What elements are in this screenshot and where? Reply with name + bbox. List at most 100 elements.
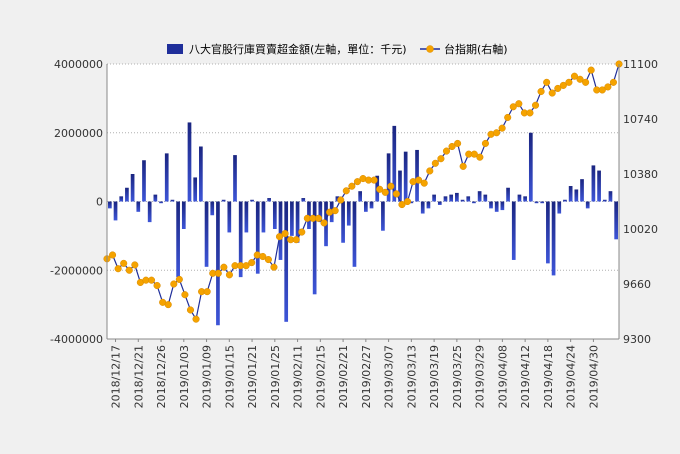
bar bbox=[534, 201, 539, 204]
line-point bbox=[576, 75, 584, 83]
line-point bbox=[225, 271, 233, 279]
x-tick-label: 2019/03/19 bbox=[428, 345, 441, 408]
line-point bbox=[376, 185, 384, 193]
bar bbox=[119, 196, 124, 202]
bar bbox=[199, 146, 203, 202]
line-point bbox=[337, 196, 345, 204]
bar bbox=[540, 201, 545, 204]
line-point bbox=[582, 78, 590, 86]
line-point bbox=[353, 178, 361, 186]
left-tick-label: 4000000 bbox=[54, 58, 103, 71]
bar bbox=[290, 201, 294, 236]
line-point bbox=[420, 179, 428, 187]
line-marker-dot-icon bbox=[426, 45, 434, 53]
bar bbox=[113, 201, 118, 221]
bar bbox=[546, 201, 550, 264]
bar bbox=[369, 201, 374, 209]
bar bbox=[346, 201, 351, 226]
x-tick-label: 2019/03/29 bbox=[474, 345, 487, 408]
line-point bbox=[515, 100, 523, 108]
bar bbox=[568, 186, 573, 202]
left-tick-label: -4000000 bbox=[50, 333, 103, 346]
bar bbox=[381, 201, 385, 231]
x-tick-label: 2018/12/26 bbox=[155, 345, 168, 408]
bar bbox=[449, 194, 454, 202]
bar bbox=[392, 125, 397, 202]
x-tick-label: 2019/04/24 bbox=[565, 345, 578, 408]
line-point bbox=[437, 155, 445, 163]
bar bbox=[187, 122, 192, 202]
bar-series bbox=[107, 122, 619, 326]
line-point bbox=[131, 261, 139, 269]
line-point bbox=[281, 230, 289, 238]
bar bbox=[426, 201, 431, 209]
bar bbox=[602, 199, 607, 202]
bar bbox=[210, 201, 215, 216]
line-point bbox=[147, 276, 156, 284]
line-point bbox=[498, 124, 506, 132]
x-tick-label: 2019/01/25 bbox=[269, 345, 282, 408]
bar bbox=[517, 194, 522, 202]
bar bbox=[494, 201, 499, 212]
line-point bbox=[153, 281, 161, 290]
line-point bbox=[264, 256, 272, 264]
line-point bbox=[403, 197, 412, 206]
line-point bbox=[320, 219, 328, 227]
line-point bbox=[509, 103, 517, 111]
line-point bbox=[114, 265, 122, 273]
bar bbox=[506, 187, 510, 202]
line-point bbox=[392, 190, 400, 198]
line-point bbox=[181, 291, 189, 299]
bar bbox=[238, 201, 243, 278]
line-point bbox=[459, 162, 467, 170]
bar bbox=[608, 191, 613, 202]
x-tick-label: 2019/04/08 bbox=[496, 345, 509, 408]
line-point bbox=[314, 214, 323, 222]
bar bbox=[233, 155, 237, 202]
bar bbox=[472, 201, 476, 204]
line-point bbox=[398, 201, 406, 209]
right-tick-label: 10020 bbox=[623, 223, 658, 236]
x-tick-label: 2019/01/09 bbox=[201, 345, 214, 408]
bar bbox=[170, 199, 175, 202]
x-tick-label: 2019/01/15 bbox=[223, 345, 236, 408]
line-point bbox=[426, 167, 434, 175]
x-tick-label: 2019/02/15 bbox=[314, 345, 327, 408]
line-point bbox=[214, 269, 222, 277]
left-tick-label: 2000000 bbox=[54, 127, 103, 140]
x-tick-label: 2019/02/27 bbox=[360, 345, 373, 408]
line-point bbox=[454, 139, 462, 147]
line-point bbox=[270, 263, 278, 271]
bar bbox=[255, 201, 260, 274]
right-tick-label: 9660 bbox=[623, 278, 651, 291]
line-point bbox=[292, 236, 300, 244]
legend: 八大官股行庫買賣超金額(左軸，單位：千元) 台指期(右軸) bbox=[167, 42, 508, 56]
line-point bbox=[448, 142, 456, 151]
line-point bbox=[381, 188, 389, 196]
bar bbox=[267, 198, 271, 202]
left-tick-label: 0 bbox=[96, 196, 103, 209]
bar bbox=[125, 187, 129, 202]
bar bbox=[420, 201, 425, 214]
line-point bbox=[415, 176, 423, 184]
bar bbox=[301, 198, 306, 202]
bar bbox=[358, 191, 363, 202]
line-point bbox=[526, 109, 534, 117]
line-point bbox=[348, 182, 356, 190]
x-tick-label: 2019/04/18 bbox=[542, 345, 555, 408]
bar bbox=[403, 151, 408, 202]
bar bbox=[159, 201, 163, 204]
bar bbox=[483, 194, 488, 202]
line-point bbox=[476, 153, 484, 161]
x-tick-label: 2019/01/21 bbox=[246, 345, 259, 408]
bar bbox=[437, 201, 442, 205]
bar bbox=[574, 189, 579, 202]
line-point bbox=[331, 207, 339, 215]
x-tick-label: 2018/12/21 bbox=[132, 345, 145, 408]
bar bbox=[477, 191, 482, 202]
bar bbox=[585, 201, 590, 209]
bar bbox=[341, 201, 345, 243]
bar bbox=[164, 153, 169, 202]
